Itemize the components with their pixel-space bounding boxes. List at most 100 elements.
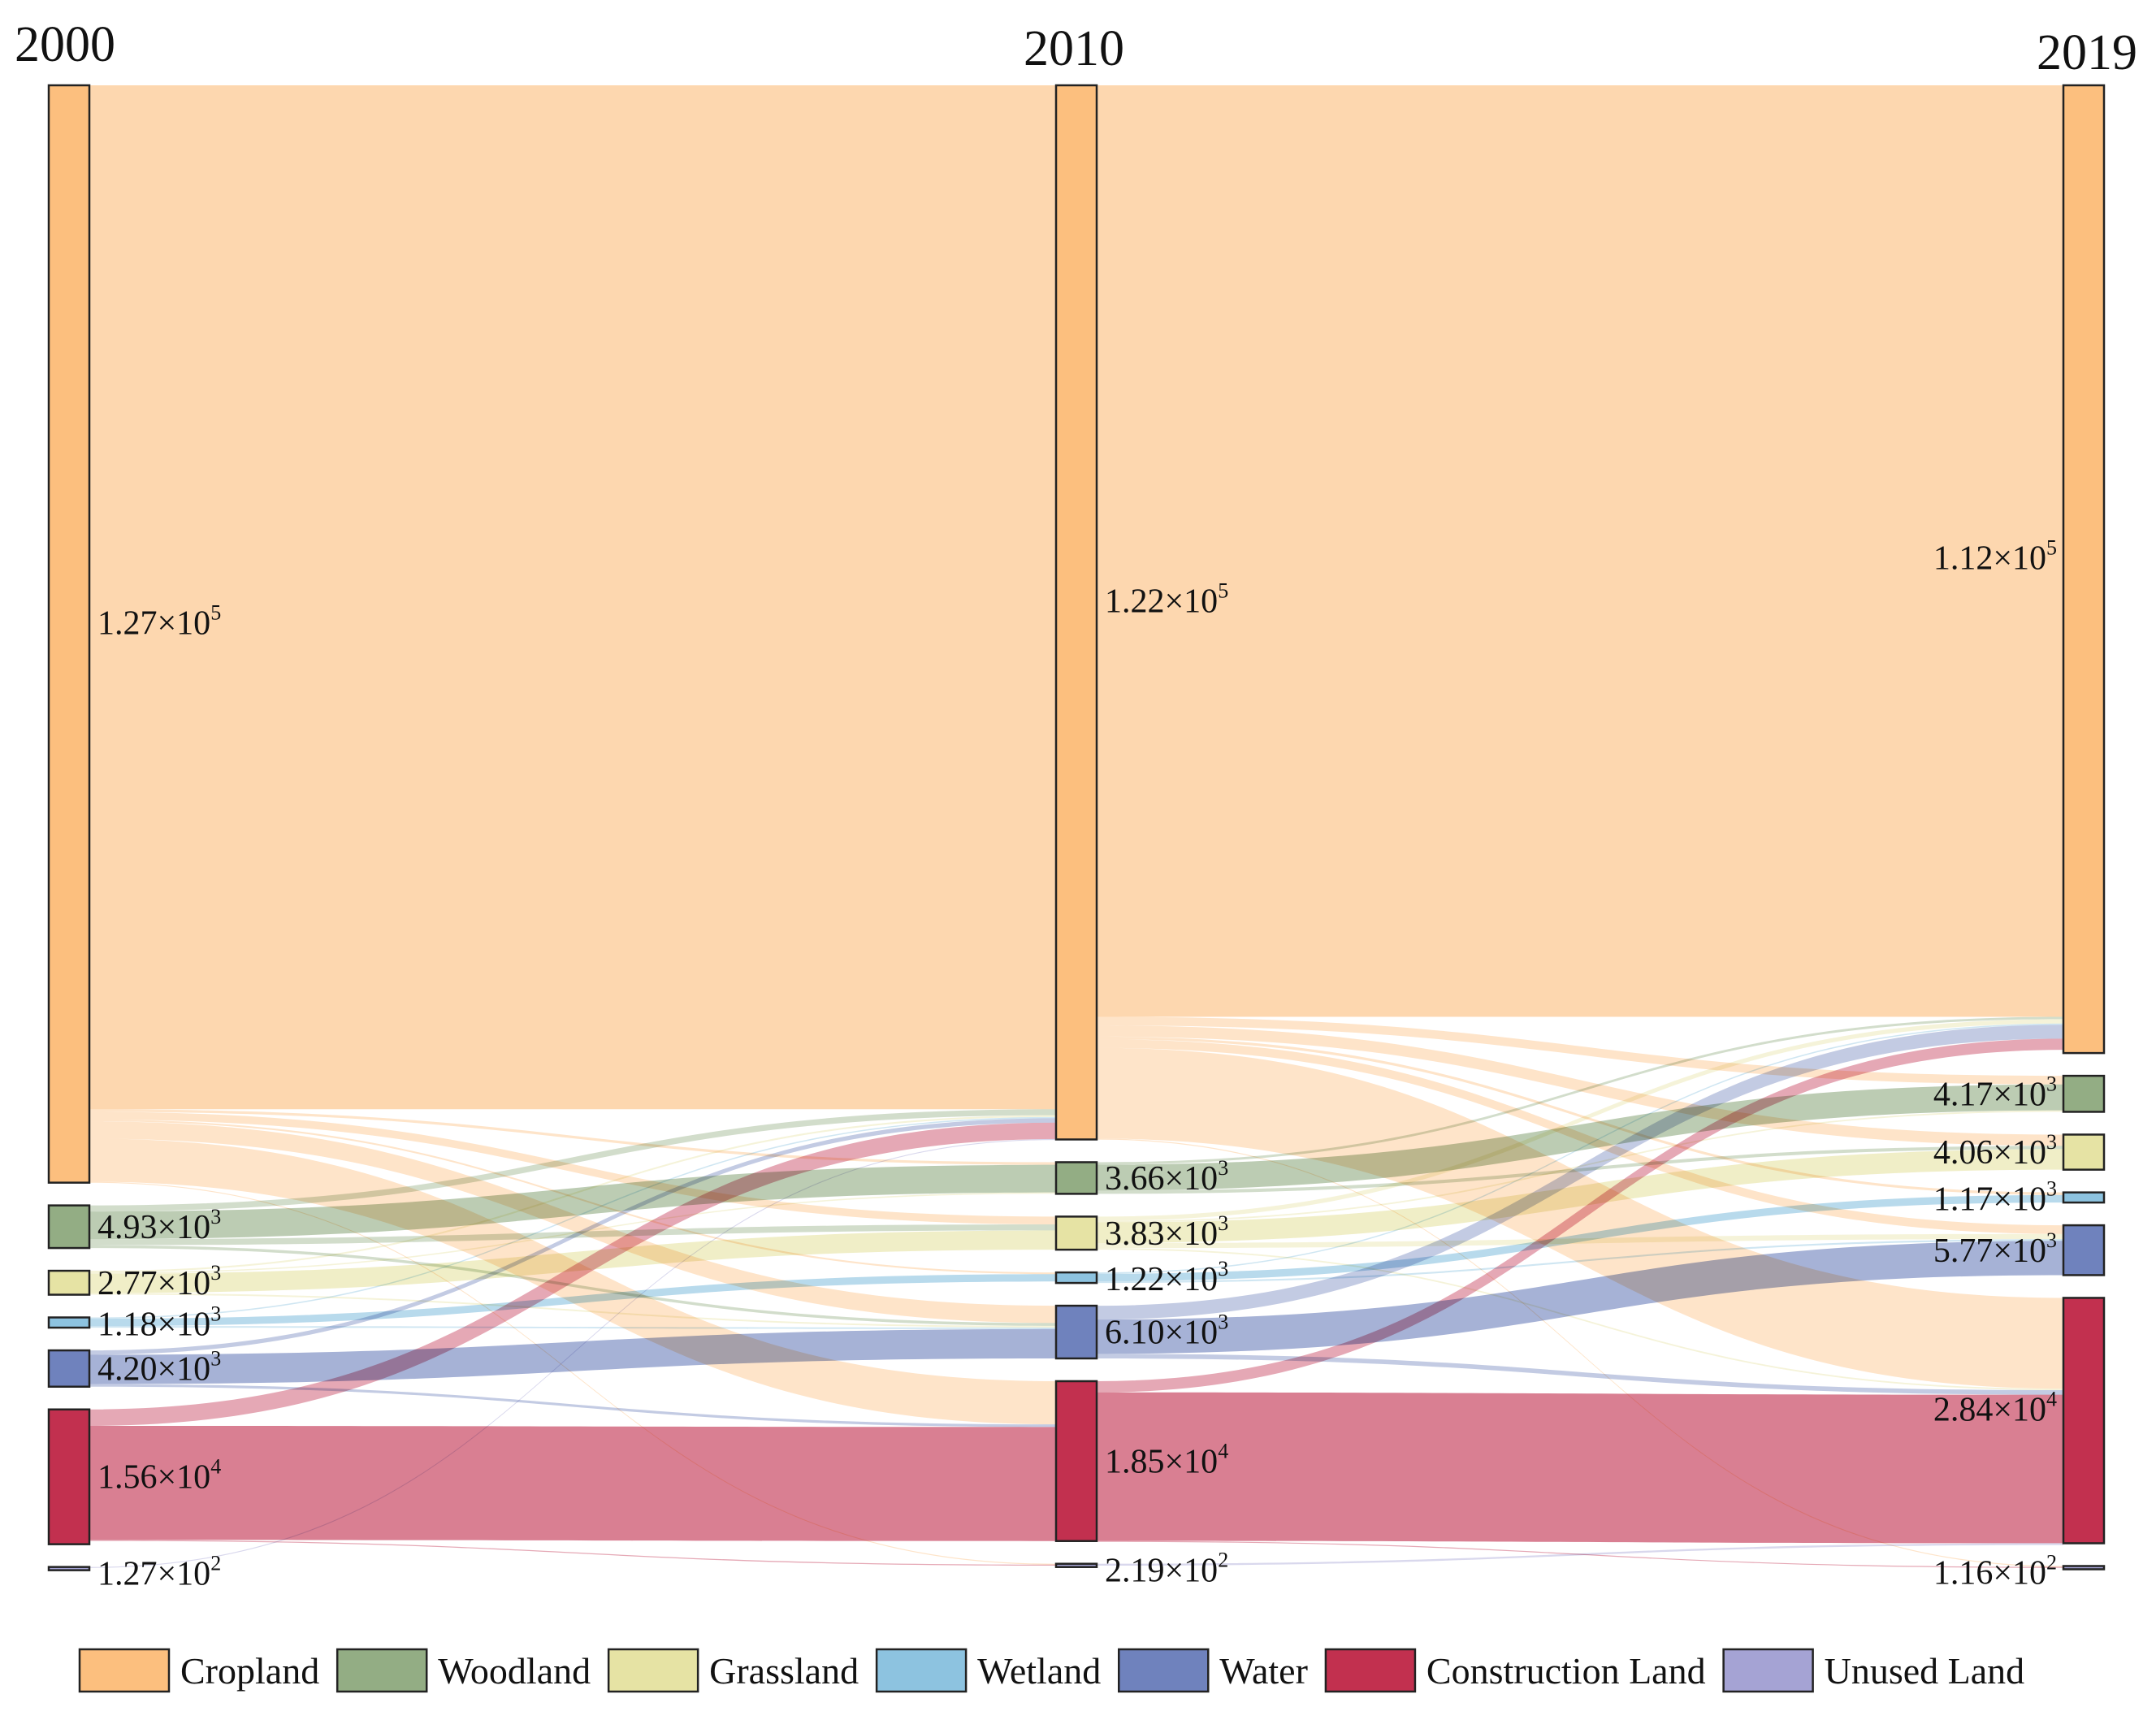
flow-2000-water-to-2010-water — [89, 1328, 1056, 1384]
node-2019-woodland — [2062, 1074, 2106, 1113]
flow-2000-wetland-to-2010-wetland — [89, 1274, 1056, 1327]
value-label-2000-woodland: 4.93×103 — [97, 1205, 221, 1246]
legend-item-construction-land: Construction Land — [1324, 1648, 1706, 1693]
node-2010-grassland — [1054, 1215, 1098, 1251]
flow-2010-grassland-to-2019-cropland — [1097, 1019, 2063, 1221]
value-label-2000-unused-land: 1.27×102 — [97, 1552, 221, 1593]
year-label-2019: 2019 — [2037, 25, 2137, 80]
node-2019-wetland — [2062, 1191, 2106, 1204]
legend-swatch-unused-land — [1722, 1648, 1814, 1693]
node-2010-cropland — [1054, 84, 1098, 1141]
legend-swatch-cropland — [78, 1648, 171, 1693]
legend-swatch-woodland — [336, 1648, 428, 1693]
flow-2000-wetland-to-2010-water — [89, 1326, 1056, 1329]
flow-2000-grassland-to-2010-grassland — [89, 1230, 1056, 1293]
value-label-2010-cropland: 1.22×105 — [1105, 579, 1228, 621]
flow-2000-cropland-to-2010-woodland — [89, 1109, 1056, 1165]
node-2000-construction-land — [47, 1408, 91, 1545]
node-2019-cropland — [2062, 84, 2106, 1055]
flow-2000-grassland-to-2010-cropland — [89, 1115, 1056, 1273]
value-label-2000-cropland: 1.27×105 — [97, 600, 221, 642]
value-label-2010-construction-land: 1.85×104 — [1105, 1439, 1228, 1480]
value-label-layer: 1.27×105 4.93×103 2.77×1031.18×1034.20×103… — [97, 536, 2057, 1593]
flow-2000-wetland-to-2010-cropland — [89, 1116, 1056, 1319]
year-label-2010: 2010 — [1024, 21, 1124, 76]
flow-2010-cropland-to-2019-grassland — [1097, 1025, 2063, 1146]
flow-2010-water-to-2019-construction-land — [1097, 1354, 2063, 1395]
flow-2010-woodland-to-2019-cropland — [1097, 1016, 2063, 1165]
legend: Cropland Woodland Grassland Wetland Water Con… — [78, 1648, 2025, 1693]
legend-item-grassland: Grassland — [607, 1648, 859, 1693]
flow-2000-cropland-to-2010-water — [89, 1121, 1056, 1324]
flow-2010-water-to-2019-cropland — [1097, 1025, 2063, 1320]
flow-2010-woodland-to-2019-woodland — [1097, 1084, 2063, 1191]
value-label-2010-water: 6.10×103 — [1105, 1311, 1228, 1352]
flow-2010-construction-land-to-2019-construction-land — [1097, 1392, 2063, 1544]
node-2019-construction-land — [2062, 1297, 2106, 1545]
legend-item-unused-land: Unused Land — [1722, 1648, 2025, 1693]
node-2010-construction-land — [1054, 1380, 1098, 1542]
flow-2000-water-to-2010-cropland — [89, 1118, 1056, 1355]
value-label-2010-woodland: 3.66×103 — [1105, 1156, 1228, 1198]
value-label-2019-water: 5.77×103 — [1933, 1228, 2057, 1270]
flow-2010-water-to-2019-water — [1097, 1241, 2063, 1354]
value-label-2019-wetland: 1.17×103 — [1933, 1177, 2057, 1219]
node-2010-unused-land — [1054, 1562, 1098, 1568]
flow-2010-wetland-to-2019-water — [1097, 1239, 2063, 1284]
flow-2000-cropland-to-2010-unused-land — [89, 1181, 1056, 1565]
value-label-2010-wetland: 1.22×103 — [1105, 1257, 1228, 1298]
value-label-2019-woodland: 4.17×103 — [1933, 1072, 2057, 1113]
legend-swatch-wetland — [875, 1648, 968, 1693]
flow-2000-woodland-to-2010-woodland — [89, 1164, 1056, 1240]
node-2010-woodland — [1054, 1161, 1098, 1195]
flow-2000-unused-land-to-2010-cropland — [89, 1138, 1056, 1568]
node-layer — [47, 84, 2106, 1571]
legend-label-construction-land: Construction Land — [1427, 1650, 1706, 1692]
flow-2010-wetland-to-2019-wetland — [1097, 1194, 2063, 1281]
node-2000-cropland — [47, 84, 91, 1184]
legend-item-woodland: Woodland — [336, 1648, 591, 1693]
legend-label-woodland: Woodland — [438, 1650, 591, 1692]
node-2019-unused-land — [2062, 1565, 2106, 1571]
legend-label-unused-land: Unused Land — [1825, 1650, 2025, 1692]
node-2000-woodland — [47, 1204, 91, 1250]
flow-2010-cropland-to-2019-cropland — [1097, 85, 2063, 1017]
flow-2010-grassland-to-2019-construction-land — [1097, 1248, 2063, 1391]
value-label-2019-cropland: 1.12×105 — [1933, 536, 2057, 578]
node-2000-unused-land — [47, 1566, 91, 1571]
legend-swatch-grassland — [607, 1648, 699, 1693]
value-label-2010-grassland: 3.83×103 — [1105, 1211, 1228, 1253]
node-2000-grassland — [47, 1269, 91, 1296]
flow-2010-cropland-to-2019-unused-land — [1097, 1138, 2063, 1567]
flow-2000-construction-land-to-2010-construction-land — [89, 1425, 1056, 1541]
year-headers: 2000 2010 2019 — [15, 17, 2137, 80]
legend-label-grassland: Grassland — [709, 1650, 859, 1692]
flow-2000-grassland-to-2010-woodland — [89, 1192, 1056, 1274]
node-2010-wetland — [1054, 1271, 1098, 1285]
value-label-2000-wetland: 1.18×103 — [97, 1302, 221, 1344]
flow-2000-water-to-2010-construction-land — [89, 1384, 1056, 1428]
legend-label-water: Water — [1219, 1650, 1308, 1692]
flow-2010-construction-land-to-2019-cropland — [1097, 1038, 2063, 1393]
legend-label-cropland: Cropland — [180, 1650, 319, 1692]
legend-item-water: Water — [1118, 1648, 1308, 1693]
node-2000-wetland — [47, 1316, 91, 1329]
flow-2010-cropland-to-2019-wetland — [1097, 1036, 2063, 1195]
flow-layer — [89, 85, 2063, 1568]
node-2019-grassland — [2062, 1133, 2106, 1171]
flow-2000-cropland-to-2010-grassland — [89, 1111, 1056, 1224]
value-label-2000-construction-land: 1.56×104 — [97, 1455, 221, 1497]
value-label-2010-unused-land: 2.19×102 — [1105, 1549, 1228, 1590]
flow-2010-cropland-to-2019-woodland — [1097, 1016, 2063, 1085]
flow-2010-wetland-to-2019-cropland — [1097, 1023, 2063, 1274]
flow-2000-woodland-to-2010-water — [89, 1245, 1056, 1326]
legend-item-wetland: Wetland — [875, 1648, 1101, 1693]
node-2010-water — [1054, 1304, 1098, 1360]
value-label-2019-unused-land: 1.16×102 — [1933, 1550, 2057, 1592]
flow-2000-cropland-to-2010-cropland — [89, 85, 1056, 1110]
flow-2010-grassland-to-2019-grassland — [1097, 1149, 2063, 1243]
value-label-2019-construction-land: 2.84×104 — [1933, 1387, 2057, 1428]
value-label-2000-water: 4.20×103 — [97, 1346, 221, 1388]
flow-2000-construction-land-to-2010-unused-land — [89, 1540, 1056, 1566]
flow-2000-woodland-to-2010-cropland — [89, 1109, 1056, 1212]
